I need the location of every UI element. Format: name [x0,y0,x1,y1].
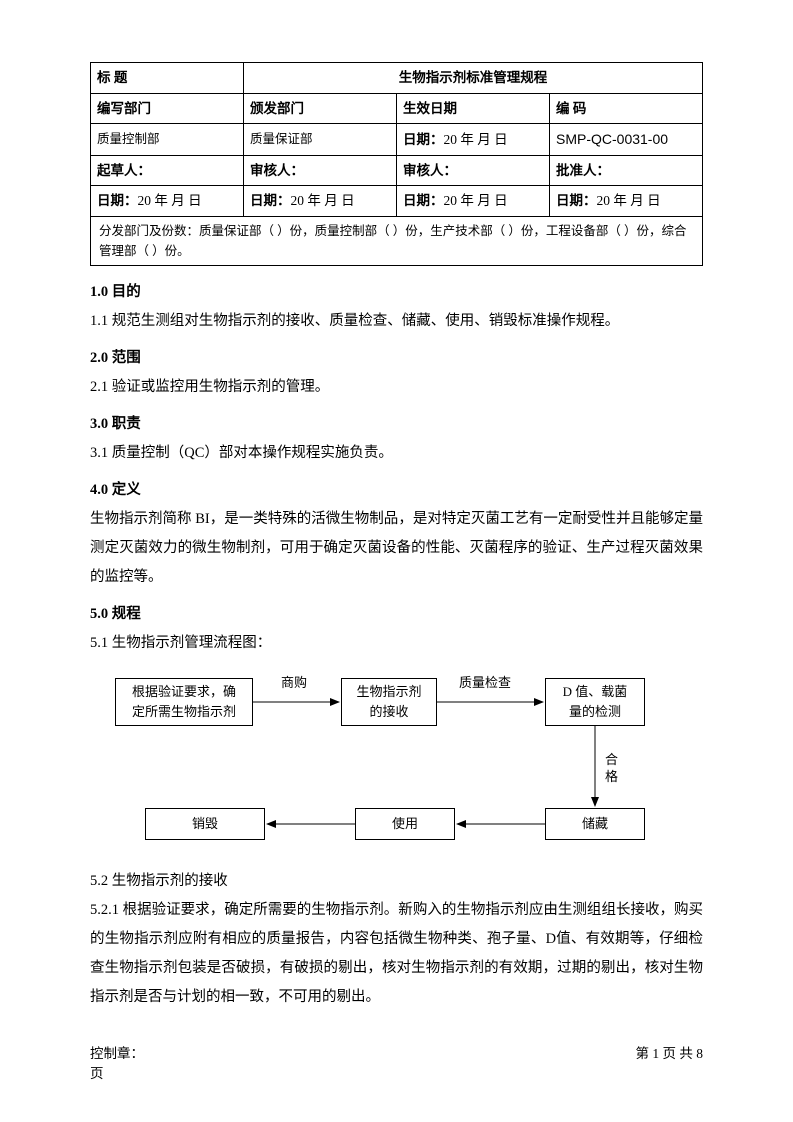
cell-r3c2: 质量保证部 [244,124,397,155]
cell-r4c4: 批准人： [550,155,703,186]
cell-r4c2: 审核人： [244,155,397,186]
cell-r4c1: 起草人： [91,155,244,186]
cell-title-label: 标 题 [91,63,244,94]
cell-r2c4: 编 码 [550,93,703,124]
cell-distribution: 分发部门及份数：质量保证部（ ）份，质量控制部（ ）份，生产技术部（ ）份，工程… [91,216,703,265]
footer-right: 第 1 页 共 8 [636,1042,704,1082]
section-4-body: 生物指示剂简称 BI，是一类特殊的活微生物制品，是对特定灭菌工艺有一定耐受性并且… [90,505,703,592]
cell-title-value: 生物指示剂标准管理规程 [244,63,703,94]
footer-left: 控制章： 页 [90,1042,144,1082]
cell-r2c3: 生效日期 [397,93,550,124]
cell-r3c3: 日期：20 年 月 日 [397,124,550,155]
flow-node-3: D 值、载菌量的检测 [545,678,645,726]
section-5-2-1: 5.2.1 根据验证要求，确定所需要的生物指示剂。新购入的生物指示剂应由生测组组… [90,896,703,1012]
footer-left-line1: 控制章： [90,1042,144,1062]
cell-r2c1: 编写部门 [91,93,244,124]
flow-node-1: 根据验证要求，确定所需生物指示剂 [115,678,253,726]
cell-r5c4: 日期：20 年 月 日 [550,186,703,217]
cell-r2c2: 颁发部门 [244,93,397,124]
flow-node-6: 销毁 [145,808,265,840]
cell-r4c3: 审核人： [397,155,550,186]
section-2-title: 2.0 范围 [90,346,703,367]
cell-r5c1: 日期：20 年 月 日 [91,186,244,217]
section-1-1: 1.1 规范生测组对生物指示剂的接收、质量检查、储藏、使用、销毁标准操作规程。 [90,307,703,336]
flow-node-2: 生物指示剂的接收 [341,678,437,726]
flow-node-5: 使用 [355,808,455,840]
cell-r3c1: 质量控制部 [91,124,244,155]
section-4-title: 4.0 定义 [90,478,703,499]
section-3-1: 3.1 质量控制（QC）部对本操作规程实施负责。 [90,439,703,468]
cell-r3c4: SMP-QC-0031-00 [550,124,703,155]
section-3-title: 3.0 职责 [90,412,703,433]
section-5-1: 5.1 生物指示剂管理流程图： [90,629,703,658]
section-1-title: 1.0 目的 [90,280,703,301]
flowchart: 根据验证要求，确定所需生物指示剂 生物指示剂的接收 D 值、载菌量的检测 储藏 … [115,668,695,863]
section-2-1: 2.1 验证或监控用生物指示剂的管理。 [90,373,703,402]
section-5-2: 5.2 生物指示剂的接收 [90,867,703,896]
edge-label-3: 合格 [605,752,618,786]
flow-node-4: 储藏 [545,808,645,840]
edge-label-1: 商购 [281,672,307,691]
cell-r5c3: 日期：20 年 月 日 [397,186,550,217]
cell-r5c2: 日期：20 年 月 日 [244,186,397,217]
page-footer: 控制章： 页 第 1 页 共 8 [90,1042,703,1082]
edge-label-2: 质量检查 [459,672,511,691]
header-table: 标 题 生物指示剂标准管理规程 编写部门 颁发部门 生效日期 编 码 质量控制部… [90,62,703,266]
section-5-title: 5.0 规程 [90,602,703,623]
footer-left-line2: 页 [90,1062,144,1082]
date-r3c3: 20 年 月 日 [444,132,508,147]
